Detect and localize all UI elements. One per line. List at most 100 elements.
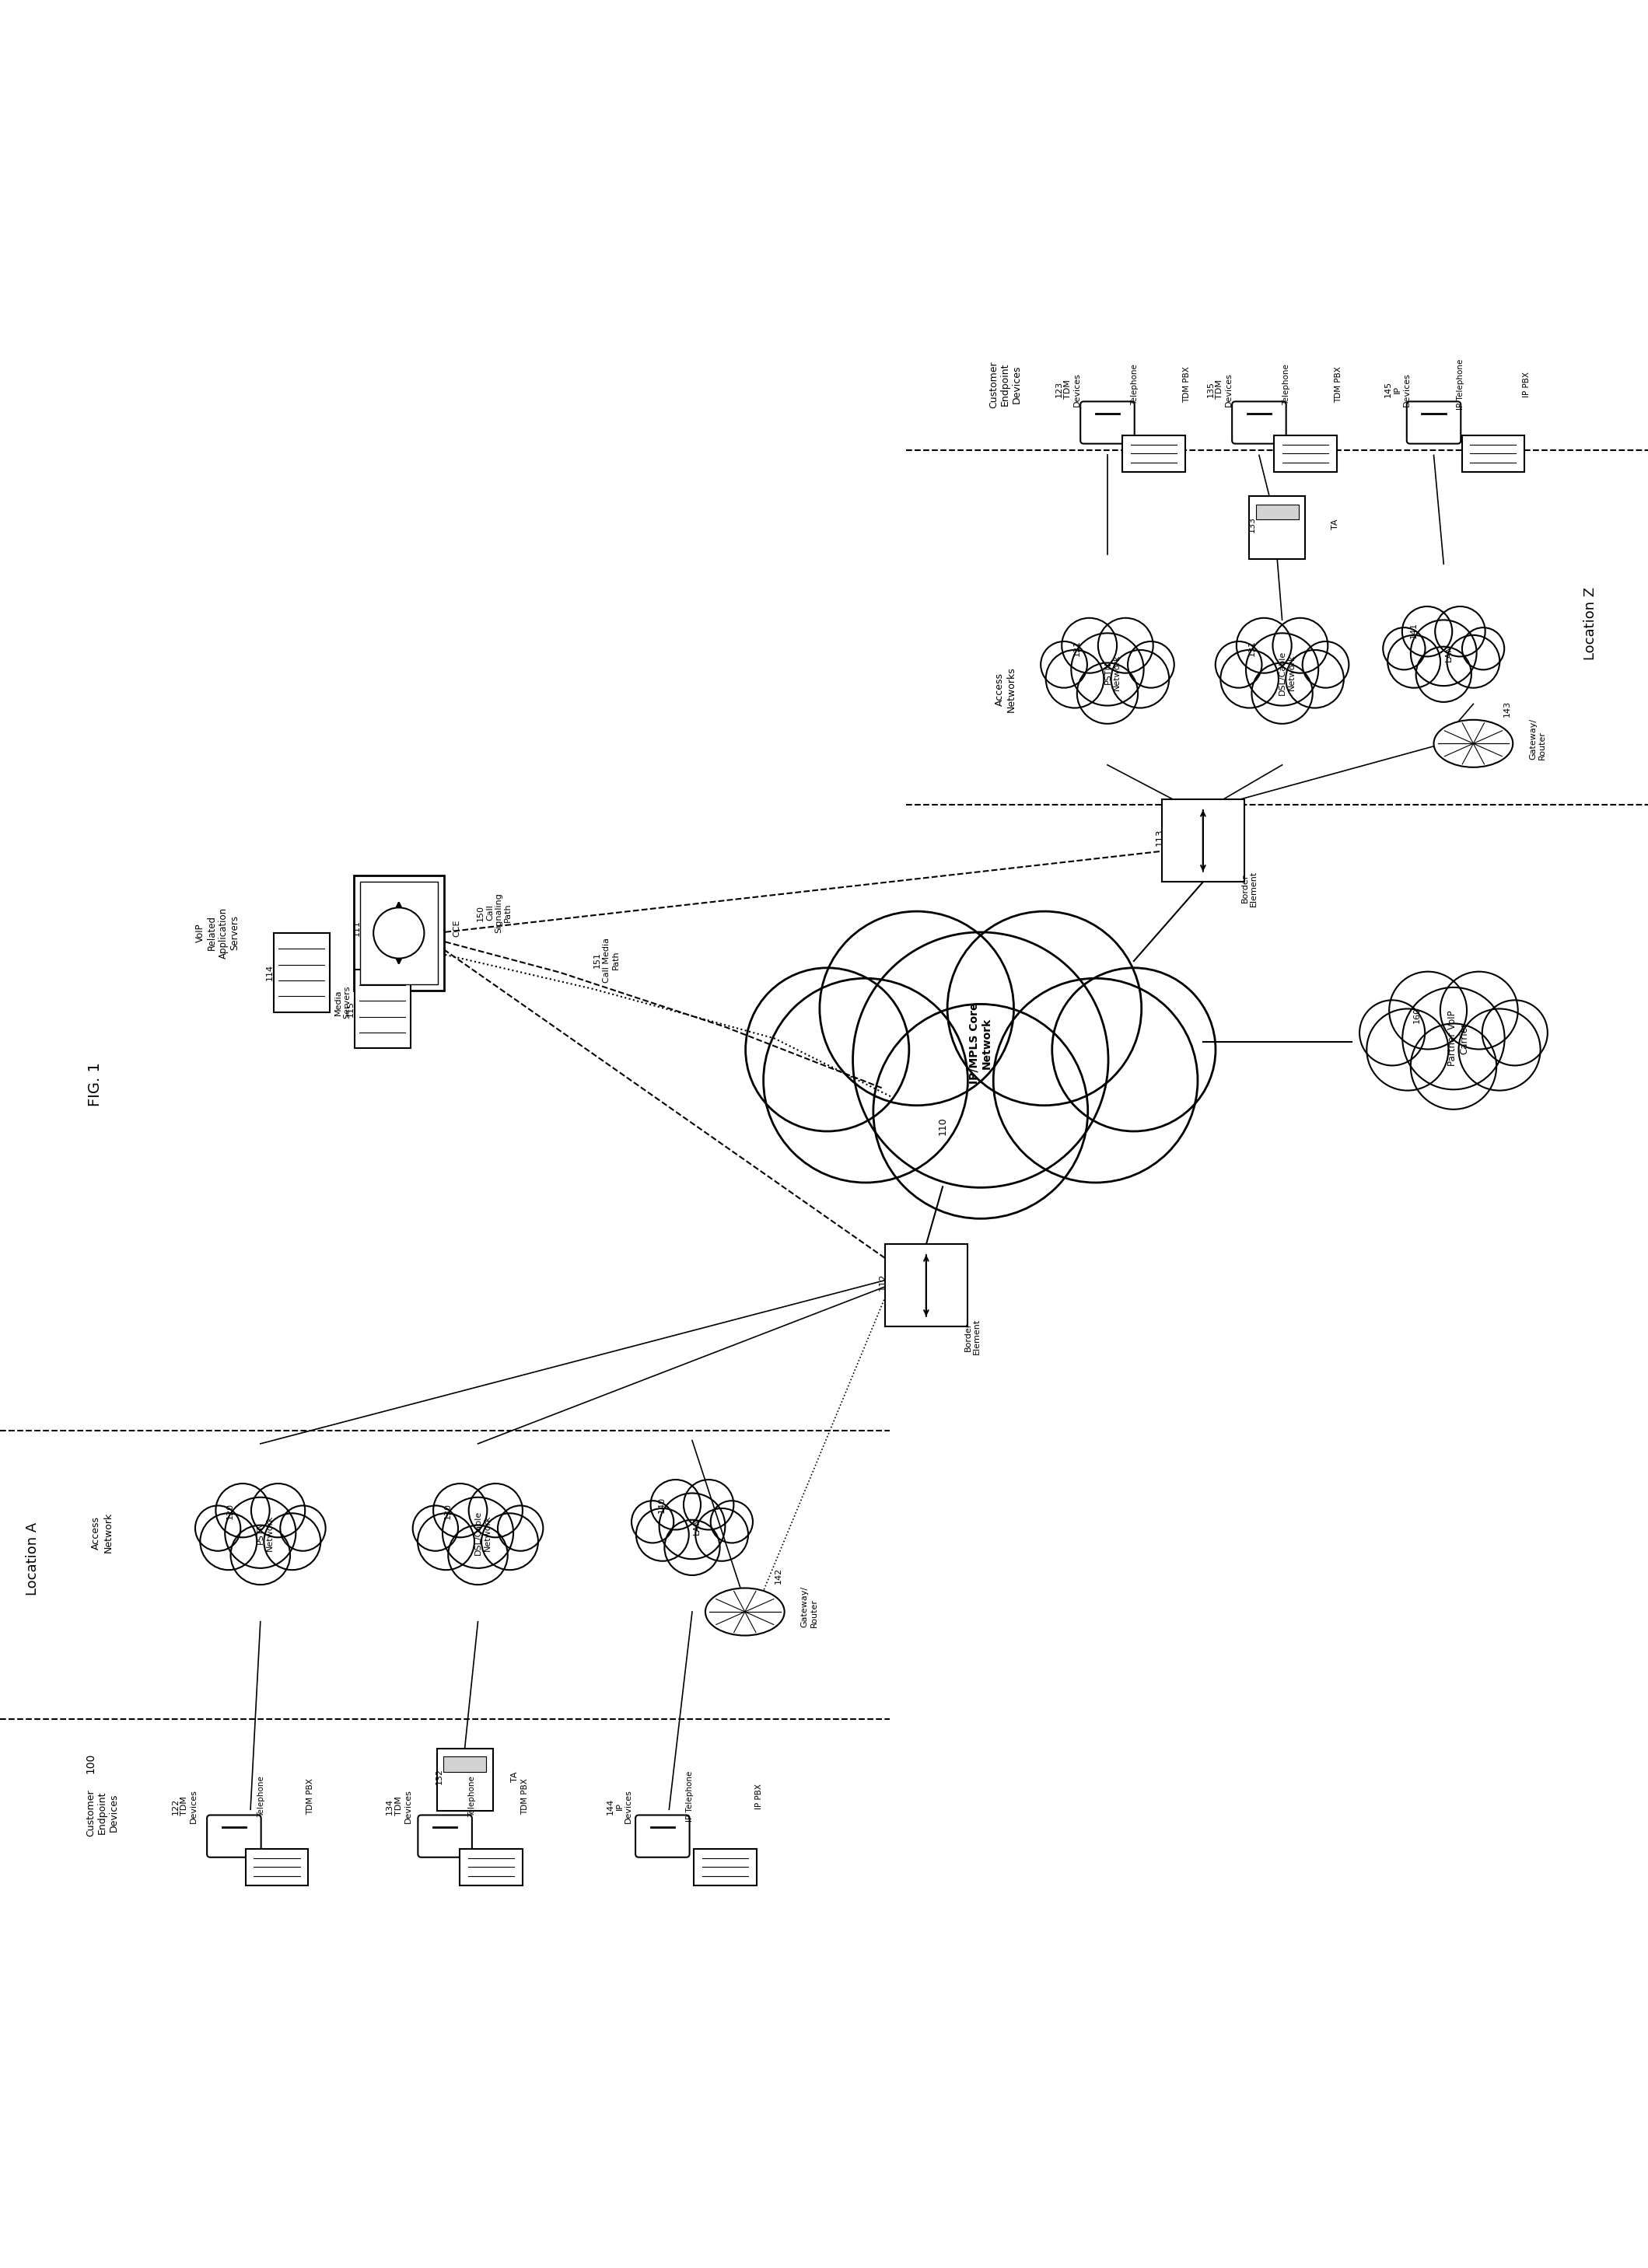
Bar [1162, 801, 1244, 882]
Text: PSTN
Network: PSTN Network [257, 1515, 274, 1551]
Text: IP PBX: IP PBX [755, 1783, 763, 1810]
Circle shape [1078, 662, 1137, 723]
Circle shape [250, 1483, 305, 1538]
Text: 110: 110 [938, 1116, 948, 1134]
Circle shape [374, 907, 424, 959]
Text: 132: 132 [435, 1769, 443, 1785]
Bar [460, 1848, 522, 1885]
Circle shape [745, 968, 910, 1132]
Circle shape [433, 1483, 488, 1538]
Circle shape [695, 1508, 748, 1560]
Text: 143: 143 [1503, 701, 1511, 717]
Circle shape [199, 1513, 257, 1569]
Text: 142: 142 [775, 1567, 783, 1583]
Text: 121: 121 [1073, 640, 1081, 655]
Bar [1122, 435, 1185, 472]
Text: Customer
Endpoint
Devices: Customer Endpoint Devices [86, 1789, 119, 1837]
Bar [353, 875, 443, 991]
Circle shape [1416, 646, 1472, 703]
Text: Customer
Endpoint
Devices: Customer Endpoint Devices [989, 361, 1022, 408]
Bar [885, 1245, 967, 1327]
Circle shape [1272, 617, 1328, 674]
Circle shape [1402, 606, 1452, 655]
Circle shape [1252, 662, 1312, 723]
Bar [1274, 435, 1337, 472]
Text: DSL/Cable
Network: DSL/Cable Network [1279, 651, 1295, 694]
Text: 122
TDM
Devices: 122 TDM Devices [171, 1789, 198, 1823]
Text: 123
TDM
Devices: 123 TDM Devices [1055, 372, 1081, 406]
Ellipse shape [1434, 719, 1513, 767]
Text: Location A: Location A [26, 1522, 40, 1597]
FancyBboxPatch shape [636, 1814, 689, 1857]
Text: Access
Networks: Access Networks [994, 667, 1017, 712]
Text: TDM PBX: TDM PBX [1335, 365, 1343, 404]
FancyBboxPatch shape [1081, 401, 1134, 445]
Circle shape [1236, 617, 1292, 674]
Text: 111: 111 [353, 921, 361, 937]
Ellipse shape [705, 1588, 784, 1635]
Circle shape [1051, 968, 1216, 1132]
Text: Telephone: Telephone [257, 1776, 265, 1817]
Circle shape [1360, 1000, 1426, 1066]
Circle shape [1447, 635, 1500, 687]
Text: Border
Element: Border Element [1241, 871, 1257, 907]
Circle shape [1111, 651, 1168, 708]
Text: CCE: CCE [453, 919, 461, 937]
Text: PSTN
Network: PSTN Network [1104, 655, 1121, 692]
Circle shape [819, 912, 1014, 1105]
Circle shape [1402, 987, 1505, 1089]
Circle shape [216, 1483, 270, 1538]
Text: 133: 133 [1248, 517, 1256, 533]
Bar [354, 968, 410, 1048]
Text: IP PBX: IP PBX [1523, 372, 1531, 397]
Text: 144
IP
Devices: 144 IP Devices [606, 1789, 633, 1823]
Bar [274, 932, 330, 1012]
Text: TDM PBX: TDM PBX [521, 1778, 529, 1814]
Circle shape [224, 1497, 295, 1567]
Text: Location Z: Location Z [1584, 587, 1597, 660]
Circle shape [684, 1479, 733, 1529]
Circle shape [651, 1479, 700, 1529]
Circle shape [264, 1513, 321, 1569]
Bar [437, 1749, 493, 1812]
Circle shape [1388, 635, 1440, 687]
Circle shape [280, 1506, 326, 1551]
Circle shape [1366, 1009, 1449, 1091]
Text: 131: 131 [1248, 640, 1256, 655]
Circle shape [994, 978, 1198, 1182]
Circle shape [1046, 651, 1104, 708]
Circle shape [636, 1508, 689, 1560]
Circle shape [1389, 971, 1467, 1050]
Bar [443, 1758, 486, 1771]
Bar [1256, 506, 1299, 519]
Text: 160: 160 [1412, 1007, 1421, 1023]
FancyBboxPatch shape [1407, 401, 1460, 445]
Circle shape [412, 1506, 458, 1551]
Circle shape [1302, 642, 1348, 687]
Circle shape [852, 932, 1107, 1188]
Circle shape [873, 1005, 1088, 1218]
Circle shape [1042, 642, 1088, 687]
Circle shape [1071, 633, 1144, 705]
Text: 135
TDM
Devices: 135 TDM Devices [1206, 372, 1233, 406]
Text: Gateway/
Router: Gateway/ Router [801, 1585, 817, 1628]
Circle shape [1411, 619, 1477, 685]
Text: Media
Servers: Media Servers [335, 987, 351, 1018]
Bar [1462, 435, 1524, 472]
Circle shape [948, 912, 1142, 1105]
Text: TA: TA [1332, 519, 1340, 531]
Text: TDM PBX: TDM PBX [1183, 365, 1192, 404]
Text: DSL/Cable
Network: DSL/Cable Network [475, 1510, 491, 1556]
Circle shape [1216, 642, 1262, 687]
Text: Gateway/
Router: Gateway/ Router [1529, 719, 1546, 760]
Circle shape [481, 1513, 539, 1569]
Text: FIG. 1: FIG. 1 [89, 1061, 102, 1107]
Text: Telephone: Telephone [468, 1776, 476, 1817]
Circle shape [659, 1492, 725, 1558]
Circle shape [194, 1506, 241, 1551]
Text: 120: 120 [226, 1504, 234, 1520]
Circle shape [448, 1524, 508, 1585]
Text: IP Telephone: IP Telephone [686, 1771, 694, 1821]
Text: LAN: LAN [694, 1517, 700, 1535]
Text: 150
Call
Signaling
Path: 150 Call Signaling Path [476, 894, 513, 932]
